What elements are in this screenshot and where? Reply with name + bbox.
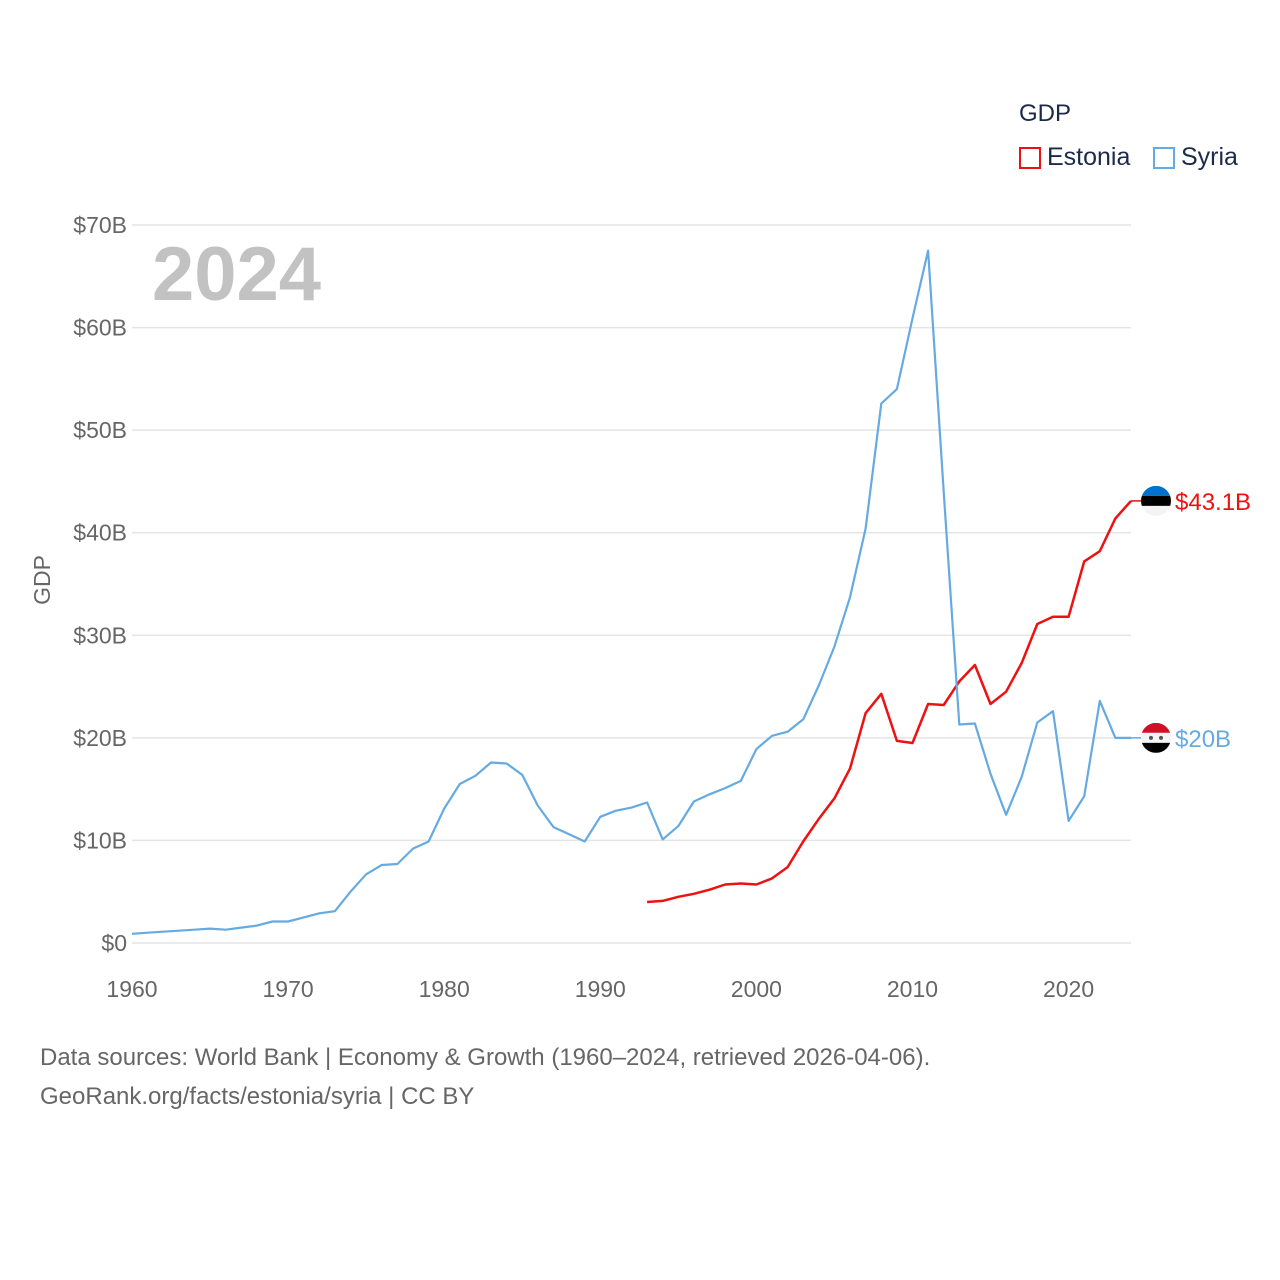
y-tick-label: $10B: [73, 827, 127, 853]
y-tick-label: $50B: [73, 417, 127, 443]
x-tick-label: 2020: [1043, 976, 1094, 1002]
gdp-line-chart: $0$10B$20B$30B$40B$50B$60B$70B 1960 1970 1…: [29, 212, 1251, 1002]
legend-item-syria[interactable]: Syria: [1153, 143, 1238, 172]
grid-lines: [132, 224, 1131, 944]
x-tick-label: 1990: [575, 976, 626, 1002]
y-axis-label: GDP: [29, 555, 55, 605]
y-tick-label: $0: [101, 930, 127, 956]
x-tick-label: 1980: [419, 976, 470, 1002]
legend-swatch-estonia: [1019, 146, 1041, 169]
legend-swatch-syria: [1153, 146, 1175, 169]
legend-title: GDP: [1019, 100, 1072, 127]
y-tick-label: $40B: [73, 520, 127, 546]
attribution-link[interactable]: GeoRank.org/facts/estonia/syria | CC BY: [40, 1083, 475, 1110]
y-tick-label: $70B: [73, 212, 127, 238]
series-lines: [131, 249, 1132, 935]
y-tick-label: $20B: [73, 725, 127, 751]
series-line-estonia: [647, 500, 1132, 904]
end-value-label-syria: $20B: [1175, 726, 1231, 753]
x-tick-label: 2010: [887, 976, 938, 1002]
legend-item-estonia[interactable]: Estonia: [1019, 143, 1130, 172]
x-tick-label: 1960: [106, 976, 157, 1002]
series-line-syria: [131, 249, 1131, 935]
y-axis-ticks: $0 $10B $20B $30B $40B $50B $60B $70B: [73, 212, 127, 956]
legend-label-estonia: Estonia: [1047, 143, 1131, 171]
source-note: Data sources: World Bank | Economy & Gro…: [40, 1044, 931, 1071]
x-axis-ticks: 1960 1970 1980 1990 2000 2010 2020: [106, 976, 1094, 1002]
x-tick-label: 1970: [263, 976, 314, 1002]
estonia-flag-icon: [1141, 485, 1171, 516]
syria-flag-icon: [1141, 722, 1171, 753]
y-tick-label: $30B: [73, 622, 127, 648]
end-value-label-estonia: $43.1B: [1175, 489, 1251, 516]
y-tick-label: $60B: [73, 315, 127, 341]
legend-label-syria: Syria: [1181, 143, 1238, 171]
x-tick-label: 2000: [731, 976, 782, 1002]
year-watermark: 2024: [152, 232, 321, 317]
series-end-markers: $43.1B $20B: [1131, 485, 1251, 753]
